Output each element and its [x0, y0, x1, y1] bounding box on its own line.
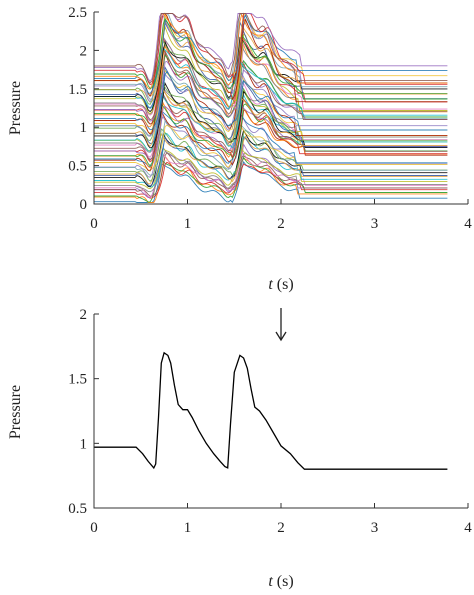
- bottom-x-tick-label: 2: [277, 520, 285, 536]
- top-y-tick-label: 0: [80, 197, 88, 213]
- top-series-group: [94, 11, 448, 203]
- bottom-y-tick-label: 1.5: [68, 372, 87, 388]
- bottom-x-tick-label: 1: [184, 520, 192, 536]
- bottom-y-tick-label: 0.5: [68, 501, 87, 517]
- top-series-line: [94, 14, 448, 95]
- top-series-line: [94, 150, 448, 193]
- top-series-line: [94, 150, 448, 198]
- top-series-line: [94, 160, 448, 203]
- top-series-line: [94, 86, 448, 147]
- top-x-axis-label: t (s): [268, 276, 293, 293]
- bottom-ticks: 0.5 1 1.5 2 0 1 2 3 4: [68, 307, 472, 536]
- bottom-axes: [93, 314, 468, 509]
- top-series-line: [94, 151, 448, 197]
- arrow-annotation: [275, 308, 287, 342]
- top-series-line: [94, 111, 448, 168]
- top-y-axis-label: Pressure: [7, 81, 24, 135]
- top-series-line: [94, 70, 448, 131]
- top-x-tick-label: 4: [464, 216, 472, 232]
- top-series-line: [94, 93, 448, 152]
- top-y-tick-label: 2.5: [68, 5, 87, 21]
- top-series-line: [94, 17, 448, 100]
- top-y-tick-label: 1: [80, 120, 88, 136]
- top-series-line: [94, 47, 448, 116]
- chart-top: 0 0.5 1 1.5 2 2.5 0 1 2 3 4 Pressure t (s): [7, 5, 472, 293]
- top-series-line: [94, 13, 448, 83]
- top-series-line: [94, 49, 448, 121]
- top-series-line: [94, 54, 448, 125]
- top-series-line: [94, 161, 448, 199]
- bottom-x-tick-label: 3: [371, 520, 379, 536]
- top-x-tick-label: 0: [90, 216, 98, 232]
- top-series-line: [94, 66, 448, 148]
- bottom-y-tick-label: 1: [80, 436, 88, 452]
- chart-bottom: 0.5 1 1.5 2 0 1 2 3 4 Pressure t (s): [7, 307, 472, 590]
- bottom-y-tick-label: 2: [80, 307, 88, 323]
- bottom-y-axis-label: Pressure: [7, 385, 24, 439]
- top-x-tick-label: 2: [277, 216, 285, 232]
- top-series-line: [94, 82, 448, 158]
- bottom-x-tick-label: 4: [464, 520, 472, 536]
- top-y-tick-label: 0.5: [68, 159, 87, 175]
- top-series-line: [94, 13, 448, 84]
- top-series-line: [94, 11, 448, 97]
- top-series-line: [94, 119, 448, 176]
- bottom-x-tick-label: 0: [90, 520, 98, 536]
- bottom-x-axis-label: t (s): [268, 573, 293, 590]
- top-y-tick-label: 1.5: [68, 82, 87, 98]
- top-x-tick-label: 1: [184, 216, 192, 232]
- top-x-tick-label: 3: [371, 216, 379, 232]
- bottom-series-line: [94, 351, 448, 470]
- top-ticks: 0 0.5 1 1.5 2 2.5 0 1 2 3 4: [68, 5, 472, 232]
- top-series-line: [94, 71, 448, 137]
- top-series-line: [94, 123, 448, 171]
- top-series-line: [94, 129, 448, 188]
- top-series-line: [94, 13, 448, 90]
- top-series-line: [94, 46, 448, 137]
- top-series-line: [94, 19, 448, 103]
- top-y-tick-label: 2: [80, 43, 88, 59]
